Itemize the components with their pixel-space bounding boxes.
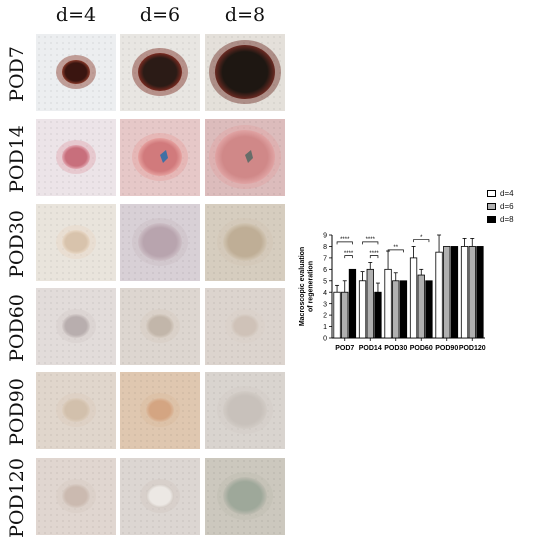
wound-photo-pod14-d4	[36, 119, 116, 196]
significance-bracket	[336, 241, 353, 245]
row-label-text: POD7	[6, 46, 28, 102]
wound-photo-pod7-d6	[120, 34, 200, 111]
significance-bracket	[362, 241, 379, 245]
wound-photo-pod14-d8	[205, 119, 285, 196]
y-tick-label: 1	[323, 324, 327, 331]
y-axis-label-line: Macroscopic evaluation	[299, 247, 306, 326]
wound-photo-pod90-d8	[205, 372, 285, 449]
column-header-d6: d=6	[139, 4, 181, 26]
row-label-text: POD120	[6, 458, 29, 538]
row-label-pod14: POD14	[2, 119, 32, 199]
significance-bracket	[344, 255, 353, 259]
wound-photo-pod120-d4	[36, 458, 116, 535]
wound-photo-pod7-d4	[36, 34, 116, 111]
chart-legend: d=4 d=6 d=8	[487, 188, 514, 227]
bar-chart: 0 1 2 3 4 5 6 7 8 9 Macroscopic evaluation of regen…	[299, 233, 486, 352]
bar-pod60-d6	[417, 274, 425, 339]
y-tick-label: 7	[323, 255, 327, 262]
bar-pod60-d8	[425, 280, 433, 339]
row-label-text: POD60	[6, 294, 28, 362]
wound-photo-pod60-d4	[36, 288, 116, 365]
bar-pod90-d8	[450, 246, 459, 339]
y-tick-label: 2	[323, 313, 327, 320]
y-tick-label: 8	[323, 244, 327, 251]
bar-pod30-d4	[384, 268, 392, 339]
legend-label-d6: d=6	[500, 202, 514, 211]
significance-label: **	[393, 245, 398, 251]
x-tick-label: POD60	[410, 345, 433, 352]
y-tick-label: 0	[323, 336, 327, 343]
row-label-pod7: POD7	[2, 34, 32, 114]
x-tick-label: POD120	[459, 345, 486, 352]
bar-pod7-d8	[348, 268, 357, 339]
row-label-pod120: POD120	[2, 458, 32, 538]
significance-bracket	[387, 249, 404, 253]
legend-label-d8: d=8	[500, 215, 514, 224]
legend-swatch-d4	[487, 190, 496, 197]
legend-item-d6: d=6	[487, 201, 514, 212]
wound-photo-pod90-d6	[120, 372, 200, 449]
bar-pod7-d4	[333, 291, 341, 339]
legend-label-d4: d=4	[500, 189, 514, 198]
y-tick-label: 9	[323, 233, 327, 240]
bar-pod30-d8	[399, 280, 408, 339]
row-label-text: POD30	[6, 210, 28, 278]
significance-label: *	[420, 235, 423, 241]
y-axis-label: Macroscopic evaluation of regeneration	[299, 247, 315, 326]
wound-photo-pod30-d6	[120, 204, 200, 281]
bar-pod14-d8	[374, 291, 382, 339]
legend-swatch-d6	[487, 203, 496, 210]
wound-photo-pod120-d8	[205, 458, 285, 535]
y-tick-label: 4	[323, 290, 327, 297]
bar-pod14-d6	[366, 268, 374, 339]
row-label-text: POD90	[6, 378, 28, 446]
x-tick-label: POD90	[435, 345, 458, 352]
bar-pod90-d4	[435, 251, 443, 339]
row-label-pod60: POD60	[2, 288, 32, 368]
x-tick-label: POD30	[384, 345, 407, 352]
significance-label: ****	[340, 237, 350, 243]
column-header-d8: d=8	[224, 4, 266, 26]
bar-pod7-d6	[341, 291, 349, 339]
significance-bracket	[413, 239, 430, 243]
row-label-pod30: POD30	[2, 204, 32, 284]
row-label-pod90: POD90	[2, 372, 32, 452]
row-label-text: POD14	[6, 125, 28, 193]
legend-item-d4: d=4	[487, 188, 514, 199]
wound-photo-pod120-d6	[120, 458, 200, 535]
wound-photo-pod90-d4	[36, 372, 116, 449]
y-tick-label: 5	[323, 278, 327, 285]
column-header-d4: d=4	[55, 4, 97, 26]
bar-pod120-d6	[468, 246, 476, 339]
y-axis-label-line: of regeneration	[308, 261, 315, 312]
legend-item-d8: d=8	[487, 214, 514, 225]
bar-pod14-d4	[358, 280, 367, 339]
x-tick-label: POD14	[359, 345, 382, 352]
significance-bracket	[369, 255, 379, 259]
legend-swatch-d8	[487, 216, 496, 223]
y-tick-label: 6	[323, 267, 327, 274]
wound-photo-pod60-d8	[205, 288, 285, 365]
wound-photo-pod7-d8	[205, 34, 285, 111]
wound-photo-pod30-d8	[205, 204, 285, 281]
y-tick-label: 3	[323, 301, 327, 308]
bar-pod90-d6	[443, 246, 451, 339]
bar-pod30-d6	[392, 280, 400, 339]
wound-photo-pod60-d6	[120, 288, 200, 365]
significance-label: ****	[366, 237, 376, 243]
x-tick-label: POD7	[335, 345, 354, 352]
bar-pod120-d4	[460, 246, 469, 339]
wound-photo-pod30-d4	[36, 204, 116, 281]
significance-label: ****	[344, 251, 354, 257]
bar-pod120-d8	[476, 246, 484, 339]
bar-pod60-d4	[409, 257, 418, 339]
significance-label: ****	[369, 251, 379, 257]
wound-photo-pod14-d6	[120, 119, 200, 196]
